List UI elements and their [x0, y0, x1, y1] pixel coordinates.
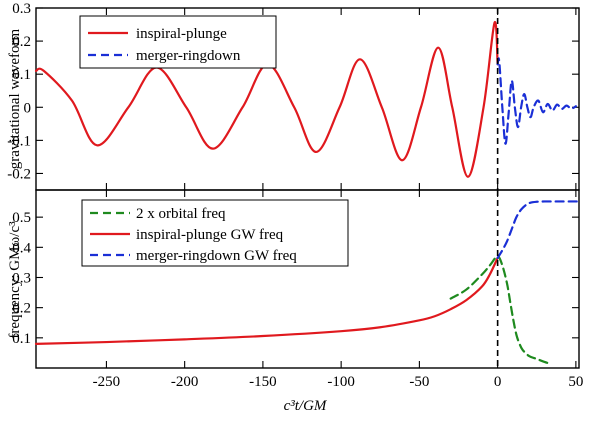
xtick-label: -250 [93, 374, 121, 390]
top-series-merger-ringdown [496, 57, 577, 145]
top-series-group [34, 21, 577, 178]
top-ytick-label: 0.3 [12, 1, 31, 17]
x-axis-label: c³t/GM [284, 398, 328, 414]
bottom-series-inspiral-plunge-gw-freq [34, 256, 499, 345]
xtick-label: -150 [249, 374, 277, 390]
top-legend: inspiral-plunge merger-ringdown [79, 15, 277, 69]
bottom-series-merger-ringdown-gw-freq [496, 200, 581, 259]
xtick-label: -200 [171, 374, 199, 390]
bottom-series-group [34, 200, 581, 365]
bottom-series-2-x-orbital-freq [449, 255, 551, 365]
bottom-plot-frame [35, 189, 580, 369]
top-ytick-label: -0.1 [7, 133, 31, 149]
top-ytick-label: 0.2 [12, 34, 31, 50]
xtick-label: -50 [409, 374, 429, 390]
bottom-y-axis-label: frequency: GMω/c³ [7, 221, 23, 339]
top-y-axis-label: gravitational waveform [7, 28, 23, 169]
bottom-ytick-label: 0.2 [12, 301, 31, 317]
legend-label-inspiral-plunge: inspiral-plunge [136, 26, 227, 42]
bottom-legend: 2 x orbital freq inspiral-plunge GW freq… [81, 199, 349, 267]
legend-label-inspiral-gw-freq: inspiral-plunge GW freq [136, 227, 284, 243]
top-legend-box [79, 15, 277, 69]
xtick-label: -100 [327, 374, 355, 390]
top-ytick-label: -0.2 [7, 166, 31, 182]
xtick-label: 0 [494, 374, 502, 390]
legend-label-orbital-freq: 2 x orbital freq [136, 206, 226, 222]
xtick-label: 50 [568, 374, 583, 390]
legend-label-merger-gw-freq: merger-ringdown GW freq [136, 248, 297, 264]
legend-label-merger-ringdown: merger-ringdown [136, 48, 241, 64]
top-ytick-label: 0.1 [12, 67, 31, 83]
bottom-ytick-label: 0.3 [12, 270, 31, 286]
bottom-ytick-label: 0.5 [12, 210, 31, 226]
top-series-inspiral-plunge [34, 21, 499, 178]
top-y-ticks: -0.2 -0.1 0 0.1 0.2 0.3 [7, 1, 579, 190]
bottom-ytick-label: 0.1 [12, 331, 31, 347]
bottom-ytick-label: 0.4 [12, 240, 31, 256]
top-ytick-label: 0 [24, 100, 32, 116]
